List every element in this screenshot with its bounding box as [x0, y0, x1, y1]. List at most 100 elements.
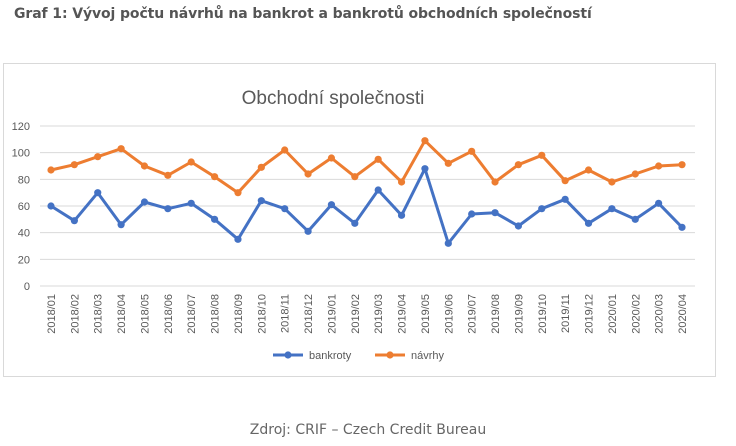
series-line-bankroty: [49, 167, 684, 245]
x-tick-label: 2018/10: [256, 294, 268, 334]
x-tick-label: 2018/12: [303, 294, 315, 334]
x-tick-label: 2019/03: [373, 294, 385, 334]
x-tick-label: 2018/11: [280, 294, 292, 333]
data-point: [47, 166, 55, 174]
data-point: [678, 161, 686, 169]
data-point: [468, 210, 476, 218]
x-tick-label: 2019/02: [350, 294, 362, 334]
data-point: [468, 147, 476, 155]
x-tick-label: 2019/12: [584, 294, 596, 334]
y-tick-label: 120: [12, 121, 30, 133]
data-point: [608, 178, 616, 186]
data-point: [140, 198, 149, 206]
y-tick-label: 20: [18, 254, 30, 266]
y-tick-label: 0: [24, 281, 30, 293]
data-point: [281, 146, 289, 154]
data-point: [608, 205, 616, 213]
chart-title: Obchodní společnosti: [242, 88, 425, 109]
x-tick-label: 2019/01: [326, 294, 338, 334]
data-point: [94, 153, 102, 161]
x-tick-label: 2019/11: [560, 294, 572, 333]
data-point: [631, 170, 639, 178]
x-tick-label: 2020/03: [654, 294, 666, 334]
chart-frame: [3, 63, 716, 377]
x-tick-label: 2019/06: [443, 294, 455, 334]
x-tick-label: 2018/06: [163, 294, 175, 334]
x-tick-label: 2018/04: [116, 294, 128, 334]
data-point: [397, 178, 406, 186]
data-point: [257, 197, 265, 205]
data-point: [234, 235, 242, 243]
data-point: [304, 227, 312, 235]
data-point: [210, 173, 219, 181]
x-tick-label: 2019/04: [397, 294, 409, 334]
data-point: [257, 163, 265, 171]
x-tick-label: 2019/09: [513, 294, 525, 334]
y-tick-label: 100: [12, 148, 30, 160]
data-point: [561, 195, 569, 203]
data-point: [444, 239, 452, 247]
data-point: [584, 166, 593, 174]
data-point: [584, 219, 593, 227]
x-tick-label: 2018/07: [186, 294, 198, 334]
data-point: [327, 154, 336, 162]
x-tick-label: 2018/05: [139, 294, 151, 334]
data-point: [70, 161, 78, 169]
data-point: [538, 205, 546, 213]
source-note: Zdroj: CRIF – Czech Credit Bureau: [249, 422, 487, 438]
data-point: [304, 170, 312, 178]
data-point: [351, 173, 359, 181]
data-point: [491, 209, 499, 217]
legend-label: bankroty: [309, 350, 352, 362]
data-point: [70, 217, 78, 225]
x-tick-label: 2019/05: [420, 294, 432, 334]
data-point: [491, 178, 499, 186]
x-tick-label: 2019/07: [467, 294, 479, 334]
x-tick-label: 2019/10: [537, 294, 549, 334]
data-point: [281, 205, 289, 213]
data-point: [374, 186, 382, 194]
data-point: [187, 199, 195, 207]
data-point: [94, 189, 102, 197]
data-point: [327, 201, 336, 209]
y-tick-label: 80: [18, 174, 30, 186]
data-point: [351, 219, 359, 227]
y-tick-label: 60: [18, 201, 30, 213]
x-tick-label: 2018/02: [69, 294, 81, 334]
data-point: [187, 158, 195, 166]
data-point: [421, 165, 429, 173]
data-point: [117, 145, 125, 153]
data-point: [47, 202, 55, 210]
legend-marker: [386, 351, 394, 359]
legend-label: návrhy: [411, 350, 445, 362]
data-point: [397, 211, 406, 219]
legend-marker: [284, 351, 292, 359]
page-heading: Graf 1: Vývoj počtu návrhů na bankrot a …: [14, 6, 592, 22]
data-point: [514, 161, 523, 169]
x-tick-label: 2018/01: [46, 294, 58, 334]
data-point: [140, 162, 149, 170]
x-tick-label: 2020/02: [630, 294, 642, 334]
data-point: [234, 189, 242, 197]
data-point: [631, 215, 639, 223]
x-tick-label: 2020/01: [607, 294, 619, 334]
data-point: [374, 155, 382, 163]
y-tick-label: 40: [18, 228, 30, 240]
data-point: [210, 215, 219, 223]
data-point: [421, 137, 429, 145]
data-point: [538, 151, 546, 159]
x-tick-label: 2020/04: [677, 294, 689, 334]
data-point: [444, 159, 452, 167]
data-point: [164, 171, 172, 179]
x-tick-label: 2018/09: [233, 294, 245, 334]
x-tick-label: 2019/08: [490, 294, 502, 334]
x-tick-label: 2018/08: [210, 294, 222, 334]
data-point: [164, 205, 172, 213]
data-point: [117, 221, 125, 229]
data-point: [678, 223, 686, 231]
data-point: [561, 177, 569, 185]
series-line-navrhy: [49, 139, 684, 195]
data-point: [514, 222, 523, 230]
data-point: [655, 162, 663, 170]
